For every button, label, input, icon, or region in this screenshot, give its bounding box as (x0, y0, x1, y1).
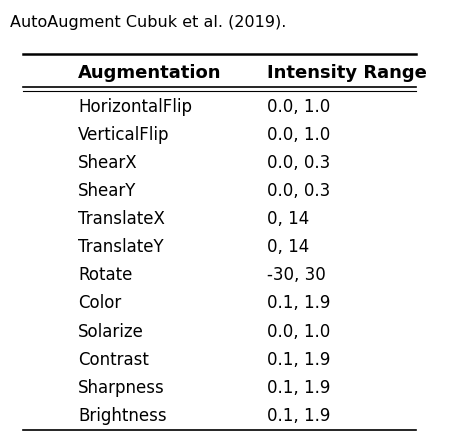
Text: AutoAugment Cubuk et al. (2019).: AutoAugment Cubuk et al. (2019). (10, 15, 286, 30)
Text: 0.0, 1.0: 0.0, 1.0 (266, 323, 329, 341)
Text: Intensity Range: Intensity Range (266, 64, 425, 82)
Text: Rotate: Rotate (78, 266, 132, 284)
Text: ShearY: ShearY (78, 182, 136, 200)
Text: TranslateX: TranslateX (78, 210, 165, 228)
Text: HorizontalFlip: HorizontalFlip (78, 98, 192, 116)
Text: 0.1, 1.9: 0.1, 1.9 (266, 294, 329, 313)
Text: 0.1, 1.9: 0.1, 1.9 (266, 351, 329, 369)
Text: Solarize: Solarize (78, 323, 144, 341)
Text: 0, 14: 0, 14 (266, 210, 308, 228)
Text: 0.1, 1.9: 0.1, 1.9 (266, 407, 329, 425)
Text: Brightness: Brightness (78, 407, 167, 425)
Text: 0, 14: 0, 14 (266, 238, 308, 256)
Text: TranslateY: TranslateY (78, 238, 164, 256)
Text: ShearX: ShearX (78, 154, 138, 172)
Text: Color: Color (78, 294, 121, 313)
Text: Sharpness: Sharpness (78, 379, 165, 397)
Text: VerticalFlip: VerticalFlip (78, 126, 170, 144)
Text: 0.0, 1.0: 0.0, 1.0 (266, 98, 329, 116)
Text: 0.1, 1.9: 0.1, 1.9 (266, 379, 329, 397)
Text: -30, 30: -30, 30 (266, 266, 324, 284)
Text: 0.0, 0.3: 0.0, 0.3 (266, 182, 329, 200)
Text: 0.0, 0.3: 0.0, 0.3 (266, 154, 329, 172)
Text: Augmentation: Augmentation (78, 64, 222, 82)
Text: Contrast: Contrast (78, 351, 149, 369)
Text: 0.0, 1.0: 0.0, 1.0 (266, 126, 329, 144)
